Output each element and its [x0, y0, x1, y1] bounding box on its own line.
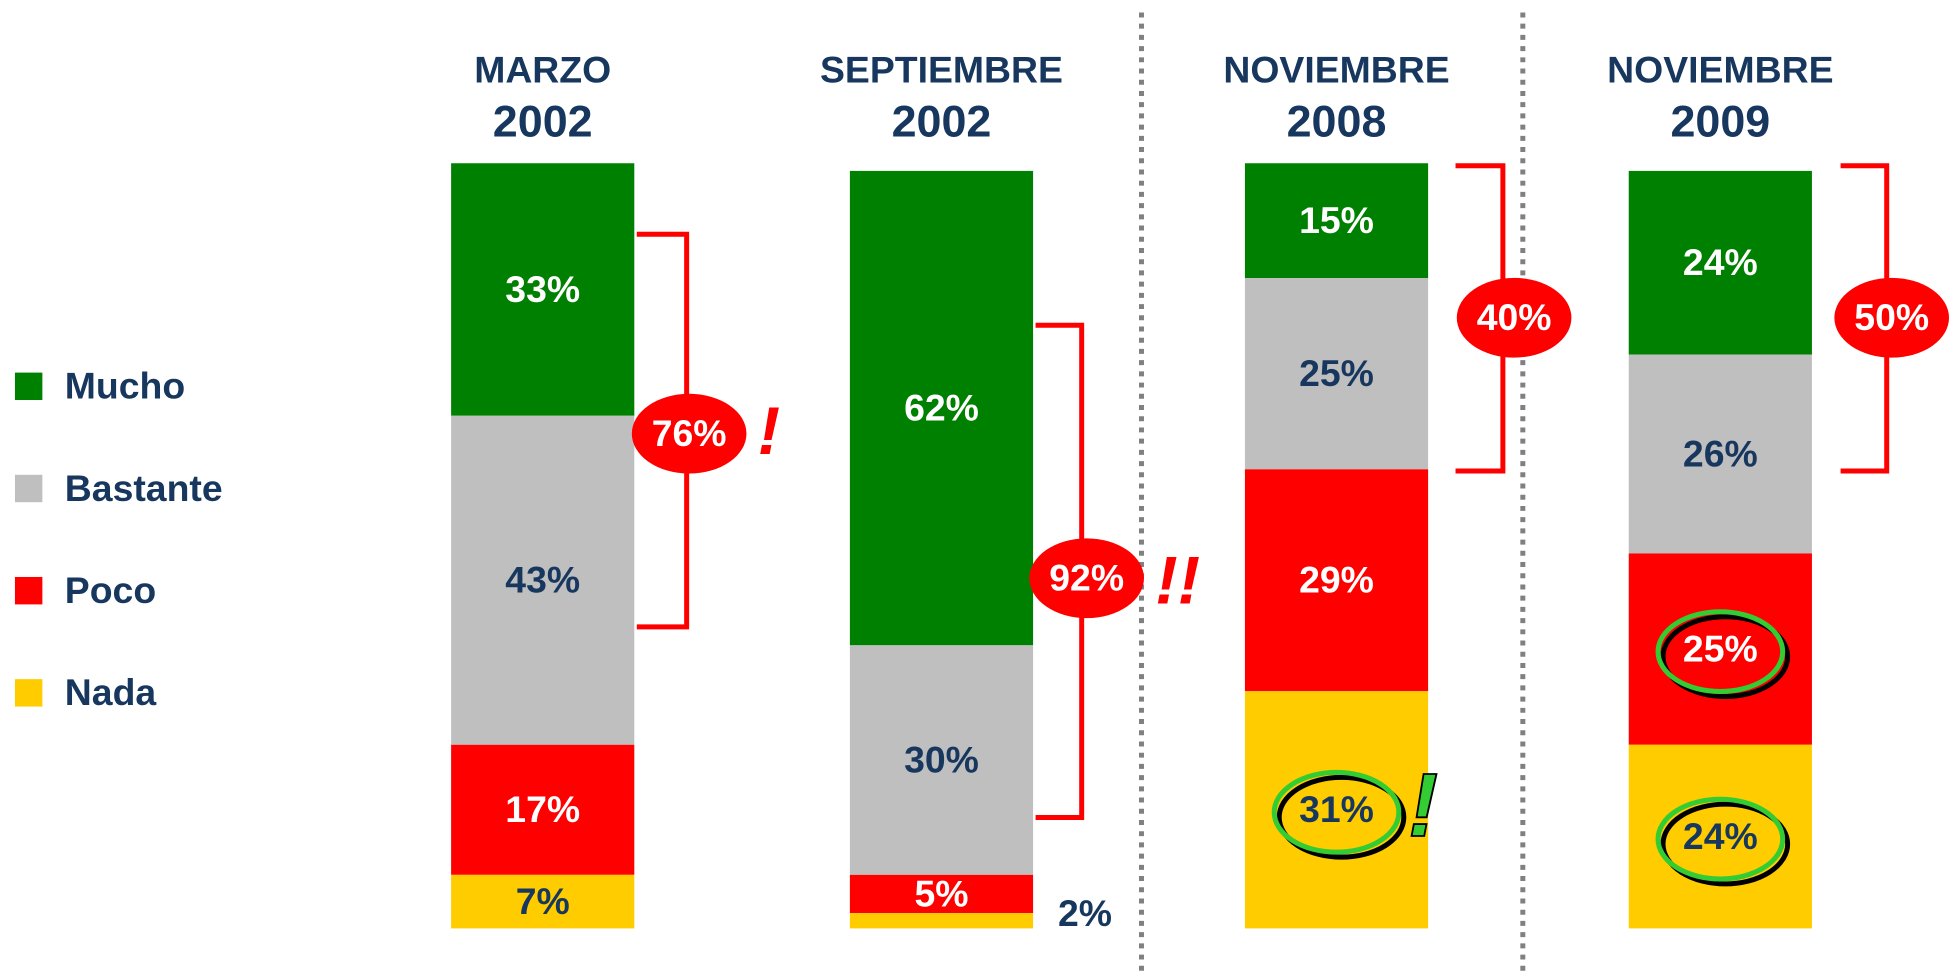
bar-segment [1628, 170, 1812, 355]
value-label: 30% [904, 738, 979, 780]
category-label: SEPTIEMBRE 2002 [820, 48, 1063, 146]
category-label: NOVIEMBRE 2008 [1223, 48, 1449, 146]
value-label: 31% [1299, 788, 1374, 830]
value-label: 43% [505, 559, 580, 601]
legend-label: Poco [65, 569, 156, 611]
legend-swatch [14, 576, 43, 605]
value-label: 24% [1683, 815, 1758, 857]
highlight-shadow [1660, 614, 1791, 699]
legend-label: Bastante [65, 467, 223, 509]
value-label: 17% [505, 788, 580, 830]
bar-segment [849, 874, 1034, 914]
bar-segment [451, 744, 635, 875]
category-label: MARZO 2002 [474, 48, 611, 146]
highlight-exclaim: ! [1408, 756, 1438, 856]
annotation-bubble [1029, 538, 1144, 619]
highlight-shadow [1660, 801, 1791, 887]
value-label: 15% [1299, 199, 1374, 241]
category-line: SEPTIEMBRE [820, 48, 1063, 90]
bar-segment [1628, 354, 1812, 554]
value-label: 5% [914, 872, 968, 914]
legend-swatch [14, 372, 43, 401]
bar-segment [1244, 278, 1429, 470]
legend-swatch [14, 474, 43, 503]
highlight [1271, 769, 1402, 855]
value-label: 2% [1058, 892, 1112, 934]
category-line: 2002 [892, 95, 992, 146]
highlight-shadow [1276, 774, 1407, 860]
value-label: 25% [1683, 627, 1758, 669]
bar-segment [849, 645, 1034, 875]
category-line: 2002 [493, 95, 593, 146]
value-label: 29% [1299, 559, 1374, 601]
category-line: NOVIEMBRE [1223, 48, 1449, 90]
annotation-label: 92% [1049, 557, 1124, 599]
category-line: 2008 [1287, 95, 1387, 146]
bar-segment [451, 874, 635, 929]
bar-segment [1244, 163, 1429, 279]
bar-segment [849, 913, 1034, 929]
legend-label: Mucho [65, 365, 185, 407]
value-label: 62% [904, 386, 979, 428]
annotation-exclaim: !! [1155, 543, 1200, 618]
category-line: NOVIEMBRE [1607, 48, 1833, 90]
value-label: 26% [1683, 432, 1758, 474]
category-label: NOVIEMBRE 2009 [1607, 48, 1833, 146]
bar-segment [451, 163, 635, 416]
annotation-label: 40% [1477, 296, 1552, 338]
bar-segment [451, 415, 635, 745]
annotation-bubble [1456, 277, 1572, 358]
annotation-label: 50% [1854, 296, 1929, 338]
annotation-bubble [1834, 277, 1950, 358]
legend-label: Nada [65, 671, 158, 713]
annotation-bubble [631, 393, 747, 474]
category-line: 2009 [1670, 95, 1770, 146]
annotation-label: 76% [652, 412, 727, 454]
highlight [1655, 796, 1786, 882]
value-label: 25% [1299, 352, 1374, 394]
bar-segment [1244, 469, 1429, 692]
value-label: 24% [1683, 241, 1758, 283]
annotation-exclaim: ! [758, 394, 780, 469]
highlight [1655, 609, 1786, 694]
category-line: MARZO [474, 48, 611, 90]
value-label: 7% [516, 880, 570, 922]
legend-swatch [14, 679, 43, 707]
bar-segment [849, 170, 1034, 646]
value-label: 33% [505, 268, 580, 310]
